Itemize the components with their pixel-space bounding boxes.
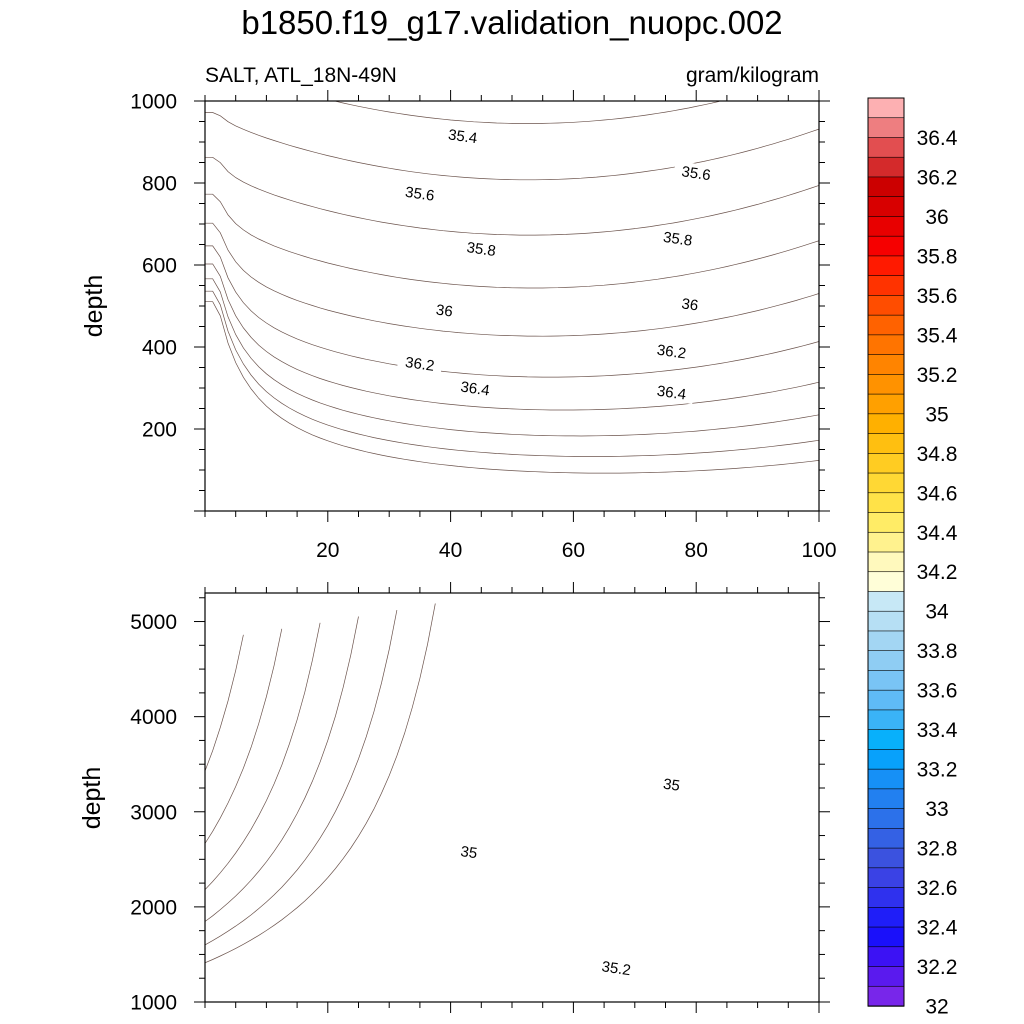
contour-label: 36.2: [396, 351, 443, 376]
contour-label-box: [439, 123, 486, 148]
contour-line: [205, 245, 819, 378]
contour-line: [205, 156, 819, 236]
contour-label-box: [430, 299, 459, 321]
x-tick-label: 80: [685, 539, 708, 562]
y-tick-label: 200: [142, 419, 177, 442]
contour-label-text: 36: [680, 295, 699, 314]
contour-label: 35.8: [654, 226, 701, 251]
y-tick-label: 600: [142, 255, 177, 278]
contour-label-box: [648, 339, 695, 364]
contour-line: [205, 278, 819, 437]
x-tick-label: 40: [439, 539, 462, 562]
upper-contour-fills: [205, 101, 819, 474]
contour-line: [335, 101, 720, 124]
contour-label-text: 36.2: [404, 354, 435, 375]
contour-label: 36: [430, 299, 459, 321]
contour-label: 36.2: [648, 339, 695, 364]
contour-label-text: 36: [435, 302, 454, 321]
contour-label: 36: [675, 293, 705, 315]
contour-label-text: 35.6: [404, 184, 435, 205]
variable-label: SALT, ATL_18N-49N: [205, 64, 397, 87]
y-tick-label: 800: [142, 173, 177, 196]
contour-line: [205, 301, 819, 474]
y-tick-label: 1000: [130, 91, 177, 114]
units-label: gram/kilogram: [686, 64, 819, 87]
contour-label-box: [648, 380, 695, 405]
upper-axes: 20 40 60 80 100 200 400 600 800 1000: [130, 90, 837, 562]
contour-label-text: 35.6: [680, 163, 711, 184]
figure-title: b1850.f19_g17.validation_nuopc.002: [241, 4, 782, 41]
contour-label: 35.8: [458, 236, 505, 261]
contour-label-text: 35.4: [447, 126, 478, 147]
contour-line: [205, 222, 819, 337]
contour-label-box: [654, 226, 701, 251]
contour-label-text: 36.2: [656, 342, 687, 363]
contour-line: [205, 263, 819, 411]
contour-label-text: 35.8: [466, 239, 497, 260]
contour-label-text: 36.4: [656, 383, 687, 404]
x-tick-label: 20: [316, 539, 339, 562]
upper-panel-frame: [204, 100, 820, 512]
contour-label-text: 35.8: [662, 229, 693, 250]
contour-label-box: [396, 181, 443, 206]
contour-label: 35.6: [396, 181, 443, 206]
upper-y-axis-label: depth: [80, 275, 108, 338]
upper-panel: 36.4 36.4 36.2 36.2 36 36 35.8 35.8 35.6 35.6 35.4…: [80, 90, 837, 562]
contour-label-text: 36.4: [459, 379, 490, 400]
upper-contour-labels: 36.4 36.4 36.2 36.2 36 36 35.8 35.8 35.6 35.6 35.4: [396, 123, 720, 405]
contour-label: 36.4: [648, 380, 695, 405]
contour-label-box: [396, 351, 443, 376]
contour-label-box: [673, 160, 720, 185]
x-tick-label: 60: [562, 539, 585, 562]
contour-label: 36.4: [452, 376, 499, 400]
contour-label-box: [452, 376, 499, 400]
y-tick-label: 400: [142, 337, 177, 360]
contour-line: [205, 112, 819, 181]
lower-contour-fills: [205, 603, 436, 964]
x-tick-label: 100: [801, 539, 836, 562]
contour-line: [205, 290, 819, 457]
contour-label: 35.6: [673, 160, 720, 185]
contour-label-box: [458, 236, 505, 261]
contour-line: [205, 193, 819, 289]
contour-label-box: [675, 293, 705, 315]
contour-label: 35.4: [439, 123, 486, 148]
